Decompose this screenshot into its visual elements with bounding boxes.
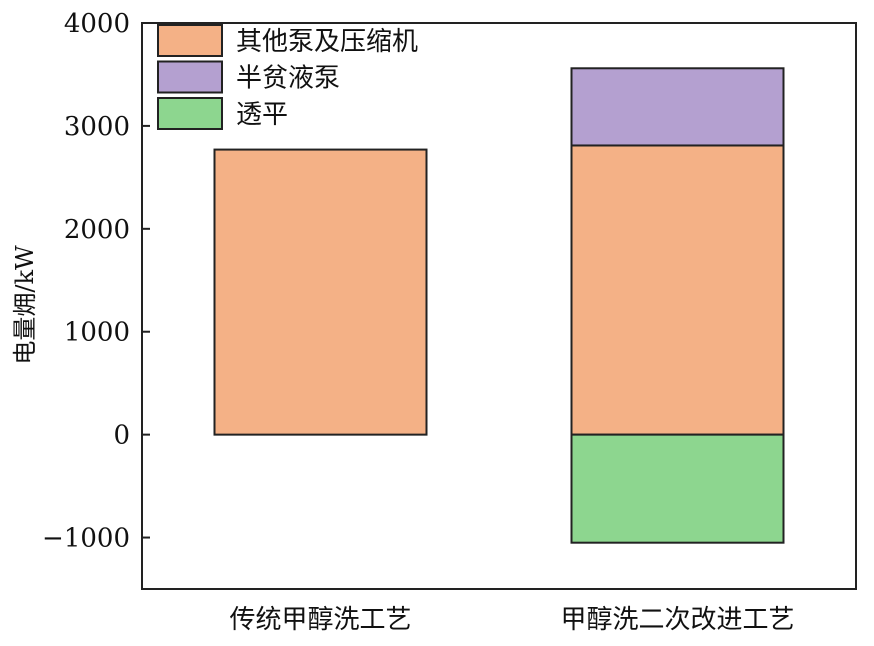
legend-swatch <box>157 24 223 57</box>
y-tick-label: 4000 <box>64 9 130 39</box>
legend-label: 半贫液泵 <box>236 64 340 94</box>
bar-segment <box>570 67 785 147</box>
bar-segment <box>213 148 428 436</box>
legend-swatch <box>157 97 223 130</box>
y-tick-label: 1000 <box>64 318 130 348</box>
x-tick-label: 甲醇洗二次改进工艺 <box>560 605 794 635</box>
legend-label: 其他泵及压缩机 <box>236 27 418 57</box>
y-tick-label: −1000 <box>42 524 130 554</box>
legend-swatch <box>157 60 223 94</box>
x-tick-label: 传统甲醇洗工艺 <box>229 605 411 635</box>
legend-label: 透平 <box>236 100 288 130</box>
plot-frame <box>141 22 857 590</box>
y-tick-label: 3000 <box>64 112 130 142</box>
y-tick-label: 2000 <box>64 215 130 245</box>
bar-segment <box>570 433 785 544</box>
y-axis-label: 电量㶲/kW <box>11 245 39 365</box>
y-tick-label: 0 <box>113 421 130 451</box>
bar-segment <box>570 144 785 436</box>
